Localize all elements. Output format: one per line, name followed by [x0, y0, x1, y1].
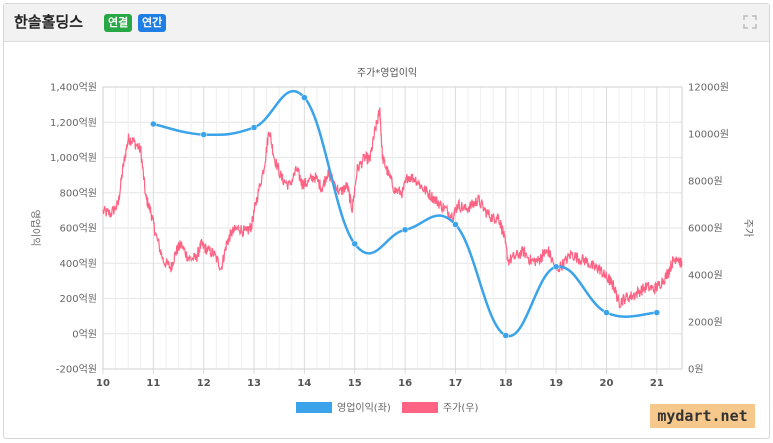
left-axis-label: 영업이익	[29, 210, 42, 247]
x-tick-label: 17	[448, 378, 462, 389]
x-tick-label: 21	[650, 378, 664, 389]
left-tick-label: 800억원	[60, 187, 98, 199]
x-tick-label: 14	[297, 378, 311, 389]
right-tick-label: 0원	[688, 364, 704, 376]
profit-point[interactable]	[401, 226, 409, 234]
expand-icon[interactable]	[743, 15, 757, 29]
profit-point[interactable]	[502, 332, 510, 339]
legend-label-profit[interactable]: 영업이익(좌)	[337, 401, 391, 414]
profit-point[interactable]	[351, 240, 358, 248]
right-tick-label: 12000원	[688, 82, 729, 94]
left-tick-label: 400억원	[60, 258, 98, 270]
plot-frame	[102, 86, 683, 370]
right-axis-label: 주가	[742, 219, 754, 237]
profit-point[interactable]	[150, 120, 157, 128]
x-tick-label: 19	[549, 378, 563, 389]
right-tick-label: 6000원	[688, 223, 723, 235]
profit-point[interactable]	[603, 309, 610, 316]
annual-badge[interactable]: 연간	[138, 14, 167, 32]
x-tick-label: 15	[348, 378, 362, 389]
left-tick-label: -200억원	[56, 364, 97, 376]
price-series-line	[102, 107, 683, 309]
right-tick-label: 4000원	[688, 270, 723, 282]
x-tick-label: 18	[499, 378, 513, 389]
x-tick-label: 10	[96, 378, 110, 389]
left-tick-label: 1,000억원	[50, 152, 97, 164]
right-tick-label: 10000원	[688, 129, 729, 141]
chart-card: 한솔홀딩스 연결 연간	[3, 3, 770, 439]
x-tick-label: 11	[146, 378, 160, 389]
legend-swatch-price[interactable]	[402, 402, 438, 413]
left-tick-label: 1,400억원	[50, 82, 97, 94]
profit-point[interactable]	[452, 221, 459, 228]
right-tick-label: 2000원	[688, 317, 723, 329]
profit-point[interactable]	[552, 263, 560, 271]
legend-label-price[interactable]: 주가(우)	[443, 402, 479, 414]
profit-point[interactable]	[200, 131, 207, 138]
x-tick-label: 12	[197, 378, 211, 389]
right-tick-label: 8000원	[688, 176, 723, 188]
x-tick-label: 20	[600, 378, 614, 389]
left-tick-label: 0억원	[72, 328, 97, 340]
card-header: 한솔홀딩스 연결 연간	[4, 4, 769, 42]
x-tick-label: 13	[247, 378, 261, 389]
left-tick-label: 1,200억원	[50, 117, 97, 129]
legend-swatch-profit[interactable]	[296, 402, 332, 413]
chart-title: 주가*영업이익	[357, 66, 417, 79]
x-tick-label: 16	[398, 378, 412, 389]
legend: 영업이익(좌) 주가(우)	[296, 401, 479, 414]
profit-point[interactable]	[653, 309, 661, 316]
watermark-logo: mydart.net	[650, 404, 755, 428]
company-title: 한솔홀딩스	[14, 13, 84, 31]
profit-point[interactable]	[301, 94, 308, 101]
left-tick-label: 200억원	[60, 293, 98, 305]
profit-point[interactable]	[250, 124, 258, 131]
consolidated-badge[interactable]: 연결	[104, 14, 133, 32]
left-tick-label: 600억원	[60, 223, 98, 235]
